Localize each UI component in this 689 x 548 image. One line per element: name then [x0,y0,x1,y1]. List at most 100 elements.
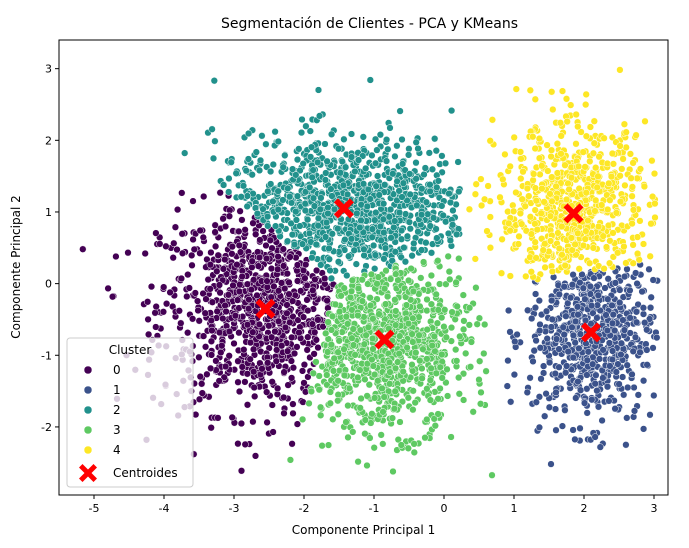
scatter-point [587,320,595,328]
scatter-point [386,380,394,388]
scatter-point [184,329,192,337]
scatter-point [327,185,335,193]
scatter-point [634,300,642,309]
scatter-point [241,226,249,234]
scatter-point [354,458,362,466]
scatter-point [469,408,477,416]
scatter-point [312,240,320,249]
scatter-point [429,214,438,222]
scatter-point [386,275,395,283]
scatter-point [408,361,416,369]
legend-label-centroids: Centroides [113,466,178,480]
scatter-point [322,329,330,338]
scatter-point [583,385,591,393]
scatter-point [558,222,566,231]
scatter-point [322,169,330,177]
scatter-point [352,260,360,268]
scatter-point [514,240,523,248]
scatter-point [561,161,569,169]
scatter-point [198,389,206,397]
scatter-point [286,253,294,261]
scatter-point [189,197,197,205]
scatter-point [313,158,322,167]
scatter-point [544,167,552,175]
scatter-point [471,190,480,198]
scatter-point [244,155,253,163]
scatter-point [264,359,272,367]
scatter-point [388,257,396,265]
scatter-point [396,418,404,426]
scatter-point [453,302,461,311]
scatter-point [398,135,406,144]
scatter-point [309,369,317,377]
scatter-point [380,285,389,293]
scatter-point [354,284,363,293]
scatter-point [416,357,424,365]
scatter-point [293,192,302,200]
scatter-point [360,340,368,348]
scatter-point [599,232,607,240]
scatter-point [231,312,240,320]
scatter-point [358,297,367,305]
scatter-point [434,257,442,265]
scatter-point [643,346,651,354]
scatter-point [516,148,525,156]
scatter-point [453,357,461,365]
scatter-point [503,382,511,390]
scatter-point [423,295,431,304]
scatter-point [595,153,603,161]
scatter-point [592,371,600,379]
scatter-point [600,134,608,142]
scatter-point [299,398,307,406]
scatter-point [271,128,279,136]
scatter-point [630,407,639,415]
scatter-point [629,241,637,249]
scatter-point [171,223,180,231]
scatter-point [423,306,431,315]
scatter-point [651,213,659,222]
scatter-point [620,391,628,399]
scatter-point [331,300,340,309]
scatter-point [606,362,614,370]
scatter-point [344,320,352,328]
scatter-point [423,355,431,363]
scatter-point [452,345,460,354]
scatter-point [576,424,584,432]
scatter-point [144,330,153,339]
scatter-point [426,187,434,195]
scatter-point [271,327,279,336]
scatter-point [626,329,634,337]
scatter-point [298,367,307,375]
scatter-point [329,367,338,375]
scatter-point [303,296,311,304]
scatter-point [396,332,404,340]
scatter-point [314,214,323,222]
scatter-point [439,211,447,220]
scatter-point [499,175,507,183]
scatter-point [618,373,627,381]
scatter-point [321,274,329,283]
scatter-point [580,399,589,407]
scatter-point [283,347,292,355]
series-3 [286,252,496,479]
scatter-point [368,334,377,343]
scatter-point [590,139,598,147]
scatter-point [621,181,629,190]
scatter-point [264,222,272,230]
scatter-point [253,209,262,218]
scatter-point [288,333,296,342]
scatter-point [369,345,377,353]
scatter-point [312,266,321,275]
scatter-point [289,312,297,321]
legend-marker [83,425,93,435]
scatter-point [292,171,300,179]
scatter-point [382,267,390,275]
scatter-point [324,441,333,449]
scatter-point [562,195,571,204]
scatter-point [609,229,617,237]
scatter-point [433,183,441,192]
scatter-point [649,276,657,284]
scatter-point [177,274,186,283]
scatter-point [365,381,373,389]
scatter-point [389,467,397,476]
